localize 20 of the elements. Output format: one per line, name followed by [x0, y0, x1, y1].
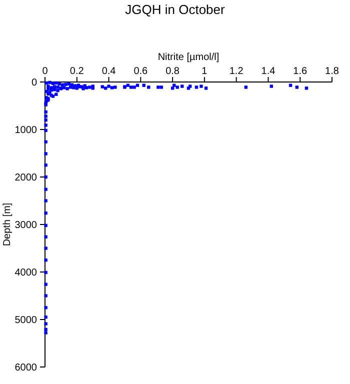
y-tick-label: 4000 [14, 268, 38, 278]
y-tick-label: 0 [31, 78, 38, 88]
x-tick-label: 1.4 [261, 66, 276, 77]
y-tick-label: 6000 [14, 362, 38, 374]
x-tick-label: 1.8 [325, 66, 340, 77]
x-tick-label: 0.8 [166, 66, 180, 77]
y-tick-label: 5000 [14, 315, 38, 326]
x-tick-label: 1.6 [293, 66, 308, 77]
x-tick-label: 1.2 [229, 66, 244, 77]
x-tick-label: 0 [42, 66, 48, 77]
x-tick-label: 0.6 [134, 66, 148, 77]
y-tick-label: 2000 [14, 172, 38, 184]
y-axis-title: Depth [m] [2, 202, 13, 246]
y-tick-label: 1000 [14, 125, 38, 136]
y-tick-label: 3000 [14, 220, 38, 231]
chart-title: JGQH in October [125, 2, 226, 17]
x-axis-title: Nitrite [µmol/l] [158, 52, 220, 63]
x-tick-label: 0.2 [70, 66, 84, 77]
x-tick-label: 0.4 [102, 66, 116, 77]
x-tick-label: 1 [202, 66, 208, 77]
